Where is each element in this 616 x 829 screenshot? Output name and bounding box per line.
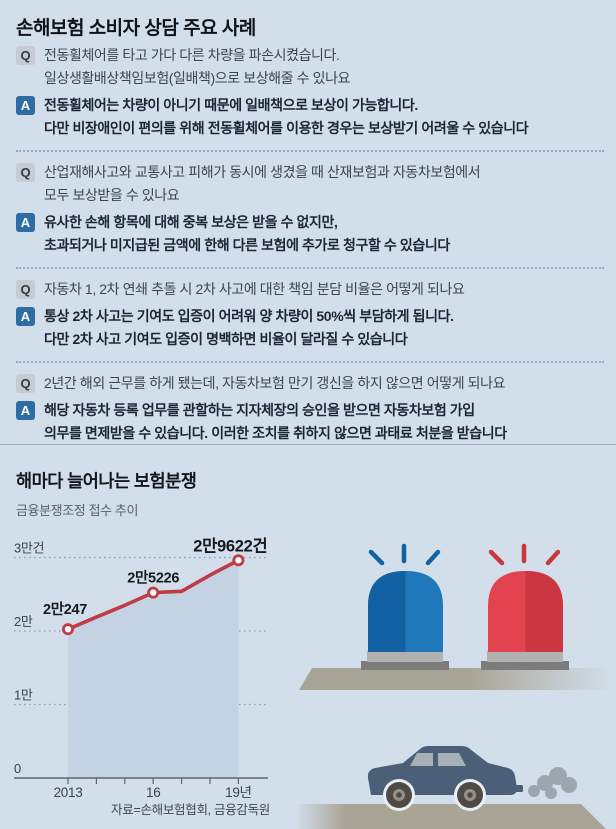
exhaust-smoke-icon — [528, 767, 577, 799]
divider — [16, 361, 604, 363]
question-badge: Q — [16, 280, 35, 299]
chart-source: 자료=손해보험협회, 금융감독원 — [111, 803, 270, 817]
question-row: Q 산업재해사고와 교통사고 피해가 동시에 생겼을 때 산재보험과 자동차보험… — [16, 161, 604, 207]
qa-item: Q 자동차 1, 2차 연쇄 추돌 시 2차 사고에 대한 책임 분담 비율은 … — [16, 278, 604, 351]
question-row: Q 전동휠체어를 타고 가다 다른 차량을 파손시켰습니다. 일상생활배상책임보… — [16, 44, 604, 90]
answer-text: 초과되거나 미지급된 금액에 한해 다른 보험에 추가로 청구할 수 있습니다 — [44, 237, 450, 253]
divider — [16, 267, 604, 269]
question-text: 모두 보상받을 수 있나요 — [44, 187, 180, 203]
answer-text: 의무를 면제받을 수 있습니다. 이러한 조치를 취하지 않으면 과태료 처분을… — [44, 425, 507, 441]
question-row: Q 자동차 1, 2차 연쇄 추돌 시 2차 사고에 대한 책임 분담 비율은 … — [16, 278, 604, 301]
divider — [16, 150, 604, 152]
svg-text:1만: 1만 — [14, 688, 33, 703]
svg-text:2만5226: 2만5226 — [127, 570, 179, 587]
question-text: 산업재해사고와 교통사고 피해가 동시에 생겼을 때 산재보험과 자동차보험에서 — [44, 164, 481, 180]
section-divider — [0, 444, 616, 445]
answer-text: 해당 자동차 등록 업무를 관할하는 지자체장의 승인을 받으면 자동차보험 가… — [44, 402, 475, 418]
svg-text:2만: 2만 — [14, 614, 33, 629]
chart-heading: 해마다 늘어나는 보험분쟁 — [16, 471, 197, 491]
chart-subheading: 금융분쟁조정 접수 추이 — [16, 503, 139, 518]
qa-section: Q 전동휠체어를 타고 가다 다른 차량을 파손시켰습니다. 일상생활배상책임보… — [16, 44, 604, 449]
car-wheel — [383, 779, 415, 811]
answer-row: A 통상 2차 사고는 기여도 입증이 어려워 양 차량이 50%씩 부담하게 … — [16, 305, 604, 351]
answer-row: A 유사한 손해 항목에 대해 중복 보상은 받을 수 없지만, 초과되거나 미… — [16, 211, 604, 257]
svg-text:19년: 19년 — [225, 785, 252, 800]
red-siren-rays-icon — [488, 543, 561, 566]
svg-text:0: 0 — [14, 761, 21, 776]
qa-item: Q 2년간 해외 근무를 하게 됐는데, 자동차보험 만기 갱신을 하지 않으면… — [16, 372, 604, 445]
svg-text:16: 16 — [146, 785, 160, 800]
question-badge: Q — [16, 374, 35, 393]
answer-text: 다만 비장애인이 편의를 위해 전동휠체어를 이용한 경우는 보상받기 어려울 … — [44, 120, 529, 136]
answer-badge: A — [16, 96, 35, 115]
svg-text:3만건: 3만건 — [14, 541, 44, 556]
line-chart: 자료=손해보험협회, 금융감독원 0 1만 2만 3만건 2013 16 19년 2만247 2… — [14, 536, 270, 817]
qa-item: Q 전동휠체어를 타고 가다 다른 차량을 파손시켰습니다. 일상생활배상책임보… — [16, 44, 604, 140]
qa-item: Q 산업재해사고와 교통사고 피해가 동시에 생겼을 때 산재보험과 자동차보험… — [16, 161, 604, 257]
illustration — [299, 543, 608, 829]
car-window — [438, 753, 466, 766]
question-badge: Q — [16, 163, 35, 182]
svg-text:2만9622건: 2만9622건 — [193, 536, 267, 555]
answer-badge: A — [16, 213, 35, 232]
question-text: 전동휠체어를 타고 가다 다른 차량을 파손시켰습니다. — [44, 47, 340, 63]
car-window — [410, 753, 433, 766]
answer-row: A 해당 자동차 등록 업무를 관할하는 지자체장의 승인을 받으면 자동차보험… — [16, 399, 604, 445]
chart-section: 해마다 늘어나는 보험분쟁 금융분쟁조정 접수 추이 — [0, 444, 616, 519]
blue-siren-rays-icon — [368, 543, 441, 566]
answer-badge: A — [16, 401, 35, 420]
question-text: 자동차 1, 2차 연쇄 추돌 시 2차 사고에 대한 책임 분담 비율은 어떻… — [44, 281, 465, 297]
page-title: 손해보험 소비자 상담 주요 사례 — [16, 18, 256, 39]
siren-platform — [299, 668, 608, 690]
question-text: 일상생활배상책임보험(일배책)으로 보상해줄 수 있나요 — [44, 70, 351, 86]
red-siren-icon — [481, 571, 569, 670]
answer-badge: A — [16, 307, 35, 326]
answer-row: A 전동휠체어는 차량이 아니기 때문에 일배책으로 보상이 가능합니다. 다만… — [16, 94, 604, 140]
question-badge: Q — [16, 46, 35, 65]
answer-text: 유사한 손해 항목에 대해 중복 보상은 받을 수 없지만, — [44, 214, 338, 230]
question-text: 2년간 해외 근무를 하게 됐는데, 자동차보험 만기 갱신을 하지 않으면 어… — [44, 375, 506, 391]
car-wheel — [454, 779, 486, 811]
svg-text:2만247: 2만247 — [43, 601, 87, 618]
car-icon — [367, 746, 523, 811]
road — [299, 804, 606, 829]
question-row: Q 2년간 해외 근무를 하게 됐는데, 자동차보험 만기 갱신을 하지 않으면… — [16, 372, 604, 395]
answer-text: 통상 2차 사고는 기여도 입증이 어려워 양 차량이 50%씩 부담하게 됩니… — [44, 308, 454, 324]
answer-text: 다만 2차 사고 기여도 입증이 명백하면 비율이 달라질 수 있습니다 — [44, 331, 408, 347]
blue-siren-icon — [361, 571, 449, 670]
answer-text: 전동휠체어는 차량이 아니기 때문에 일배책으로 보상이 가능합니다. — [44, 97, 418, 113]
svg-text:2013: 2013 — [54, 785, 83, 800]
